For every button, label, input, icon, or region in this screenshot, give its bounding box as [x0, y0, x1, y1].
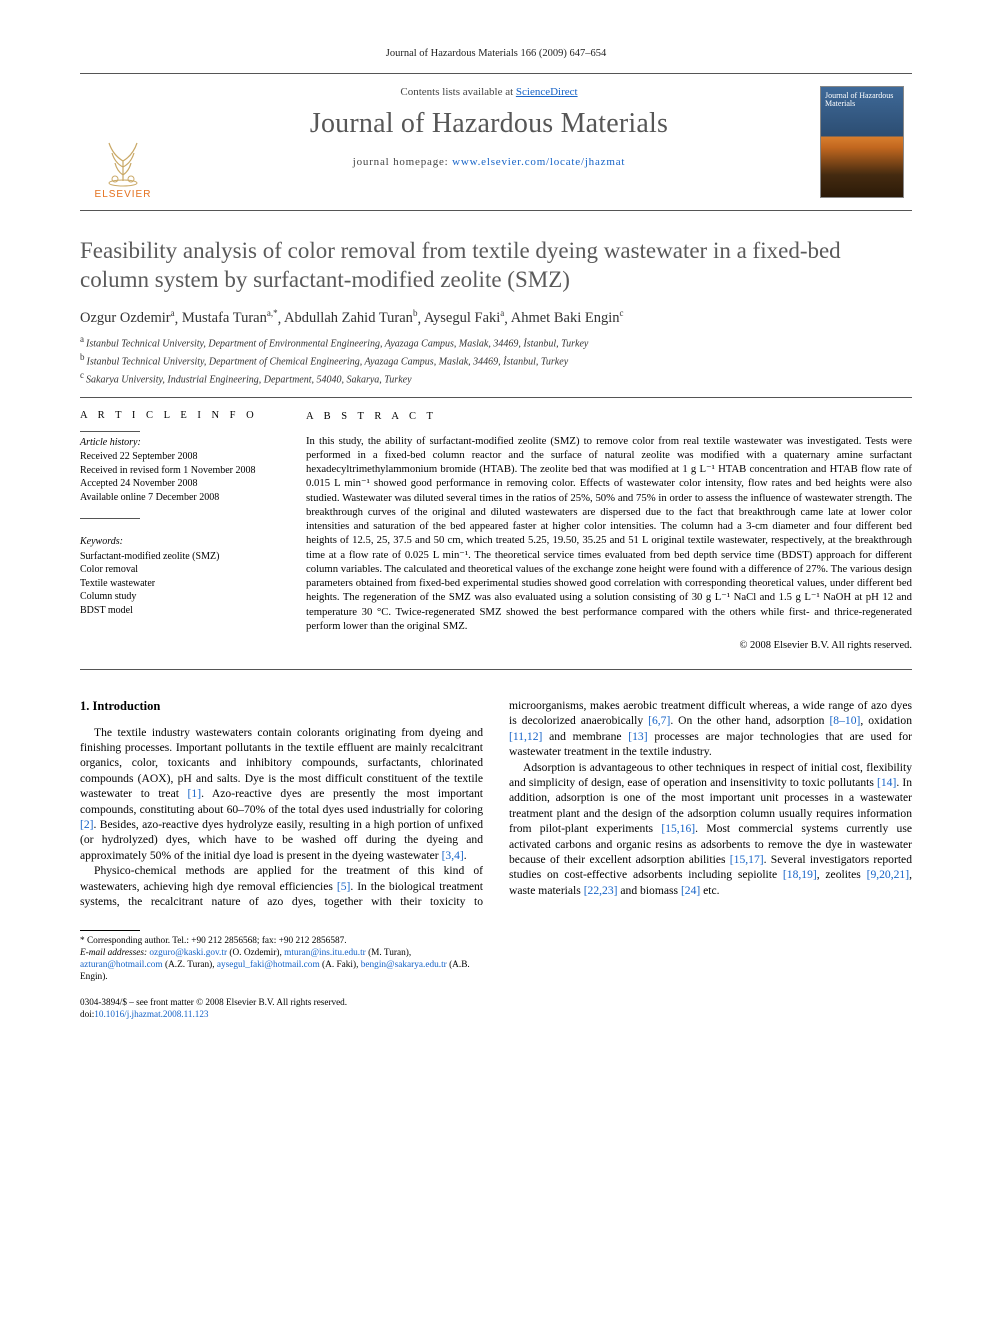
elsevier-tree-icon [95, 131, 151, 187]
doi-link[interactable]: 10.1016/j.jhazmat.2008.11.123 [94, 1009, 208, 1019]
author-3: Abdullah Zahid Turanb [284, 310, 417, 326]
article-title: Feasibility analysis of color removal fr… [80, 237, 912, 295]
affiliation-b: Istanbul Technical University, Departmen… [87, 356, 569, 367]
journal-homepage-link[interactable]: www.elsevier.com/locate/jhazmat [452, 156, 625, 168]
journal-homepage-line: journal homepage: www.elsevier.com/locat… [353, 156, 625, 168]
article-info-block: A R T I C L E I N F O Article history: R… [80, 397, 912, 670]
corresponding-author: * Corresponding author. Tel.: +90 212 28… [80, 935, 471, 947]
affiliations: aIstanbul Technical University, Departme… [80, 333, 912, 386]
cover-title: Journal of Hazardous Materials [825, 92, 899, 109]
intro-para-1: The textile industry wastewaters contain… [80, 725, 483, 864]
history-online: Available online 7 December 2008 [80, 491, 276, 505]
elsevier-logo: ELSEVIER [88, 122, 158, 200]
ref-link[interactable]: [2] [80, 818, 94, 831]
running-head: Journal of Hazardous Materials 166 (2009… [80, 48, 912, 59]
author-5: Ahmet Baki Enginc [511, 310, 624, 326]
email-link[interactable]: bengin@sakarya.edu.tr [361, 960, 447, 970]
copyright-line: © 2008 Elsevier B.V. All rights reserved… [306, 639, 912, 653]
email-link[interactable]: aysegul_faki@hotmail.com [217, 960, 320, 970]
keywords-label: Keywords: [80, 535, 276, 549]
footnotes: * Corresponding author. Tel.: +90 212 28… [80, 930, 471, 983]
ref-link[interactable]: [1] [188, 787, 202, 800]
ref-link[interactable]: [3,4] [442, 849, 464, 862]
keywords-block: Keywords: Surfactant-modified zeolite (S… [80, 535, 276, 617]
authors-line: Ozgur Ozdemira, Mustafa Turana,*, Abdull… [80, 309, 912, 328]
contents-prefix: Contents lists available at [400, 86, 515, 98]
ref-link[interactable]: [15,17] [730, 853, 764, 866]
publisher-logo-block: ELSEVIER [80, 74, 166, 210]
ref-link[interactable]: [5] [337, 880, 351, 893]
keyword-4: Column study [80, 590, 276, 604]
journal-cover-thumb: Journal of Hazardous Materials [820, 86, 904, 198]
article-history: Article history: Received 22 September 2… [80, 436, 276, 505]
sciencedirect-link[interactable]: ScienceDirect [516, 86, 578, 98]
history-accepted: Accepted 24 November 2008 [80, 477, 276, 491]
email-link[interactable]: azturan@hotmail.com [80, 960, 163, 970]
article-info-head: A R T I C L E I N F O [80, 410, 276, 421]
author-4: Aysegul Fakia [424, 310, 504, 326]
email-link[interactable]: mturan@ins.itu.edu.tr [284, 948, 366, 958]
body-columns: 1. Introduction The textile industry was… [80, 698, 912, 910]
masthead: ELSEVIER Contents lists available at Sci… [80, 73, 912, 211]
abstract-text: In this study, the ability of surfactant… [306, 434, 912, 633]
ref-link[interactable]: [24] [681, 884, 700, 897]
publisher-name: ELSEVIER [95, 189, 152, 200]
doi-label: doi: [80, 1009, 94, 1019]
email-link[interactable]: ozguro@kaski.gov.tr [149, 948, 227, 958]
footer: 0304-3894/$ – see front matter © 2008 El… [80, 997, 912, 1021]
ref-link[interactable]: [6,7] [648, 714, 670, 727]
ref-link[interactable]: [13] [628, 730, 647, 743]
keyword-5: BDST model [80, 604, 276, 618]
ref-link[interactable]: [15,16] [661, 822, 695, 835]
issn-copyright: 0304-3894/$ – see front matter © 2008 El… [80, 997, 912, 1009]
affiliation-c: Sakarya University, Industrial Engineeri… [86, 374, 412, 385]
ref-link[interactable]: [8–10] [829, 714, 860, 727]
author-2: Mustafa Turana,* [182, 310, 278, 326]
affiliation-a: Istanbul Technical University, Departmen… [86, 339, 588, 350]
keyword-3: Textile wastewater [80, 577, 276, 591]
ref-link[interactable]: [22,23] [584, 884, 618, 897]
article-info-left: A R T I C L E I N F O Article history: R… [80, 398, 290, 669]
abstract-block: A B S T R A C T In this study, the abili… [290, 398, 912, 669]
journal-title: Journal of Hazardous Materials [310, 108, 668, 140]
ref-link[interactable]: [14] [877, 776, 896, 789]
intro-para-3: Adsorption is advantageous to other tech… [509, 760, 912, 899]
contents-available-line: Contents lists available at ScienceDirec… [400, 86, 577, 98]
homepage-label: journal homepage: [353, 156, 452, 168]
email-addresses: E-mail addresses: ozguro@kaski.gov.tr (O… [80, 947, 471, 983]
author-1: Ozgur Ozdemira [80, 310, 175, 326]
section-heading: 1. Introduction [80, 698, 483, 715]
history-received: Received 22 September 2008 [80, 450, 276, 464]
ref-link[interactable]: [9,20,21] [867, 868, 910, 881]
history-label: Article history: [80, 436, 276, 450]
keyword-1: Surfactant-modified zeolite (SMZ) [80, 550, 276, 564]
ref-link[interactable]: [18,19] [783, 868, 817, 881]
ref-link[interactable]: [11,12] [509, 730, 542, 743]
keyword-2: Color removal [80, 563, 276, 577]
abstract-head: A B S T R A C T [306, 410, 912, 424]
history-revised: Received in revised form 1 November 2008 [80, 464, 276, 478]
